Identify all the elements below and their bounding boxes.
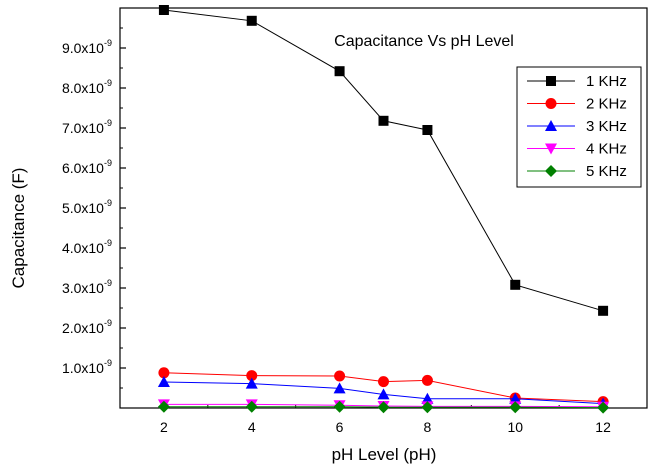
data-point [157, 376, 170, 387]
y-tick-mantissa: 1.0x10 [62, 360, 104, 376]
data-point [421, 392, 434, 404]
y-tick-exponent: -9 [104, 318, 112, 328]
y-tick-label: 8.0x10-9 [62, 78, 112, 96]
y-axis-title: Capacitance (F) [9, 168, 28, 289]
data-point [334, 370, 346, 382]
data-point [245, 400, 258, 413]
x-tick-label: 12 [595, 419, 611, 435]
y-tick-label: 6.0x10-9 [62, 158, 112, 176]
legend-marker [546, 76, 556, 86]
y-tick-exponent: -9 [104, 158, 112, 168]
legend-label: 5 KHz [586, 163, 627, 180]
data-point [158, 367, 170, 379]
data-point [333, 400, 346, 413]
series-5-khz [157, 400, 610, 414]
data-point [246, 370, 258, 382]
legend-label: 2 KHz [586, 96, 627, 113]
y-tick-mantissa: 4.0x10 [62, 240, 104, 256]
series-layer [157, 5, 610, 414]
legend-box [516, 66, 642, 188]
data-point [509, 392, 522, 404]
y-tick-label: 2.0x10-9 [62, 318, 112, 336]
y-tick-label: 4.0x10-9 [62, 238, 112, 256]
x-tick-label: 4 [248, 419, 256, 435]
x-tick-label: 2 [160, 419, 168, 435]
legend-label: 3 KHz [586, 118, 627, 135]
data-point [597, 401, 610, 414]
y-tick-mantissa: 6.0x10 [62, 160, 104, 176]
y-tick-label: 7.0x10-9 [62, 118, 112, 136]
y-tick-label: 9.0x10-9 [62, 38, 112, 56]
y-tick-exponent: -9 [104, 38, 112, 48]
legend: 1 KHz 2 KHz 3 KHz 4 KHz 5 KHz [516, 66, 642, 188]
y-tick-mantissa: 3.0x10 [62, 280, 104, 296]
data-point [377, 401, 390, 414]
data-point [334, 66, 345, 77]
series-1-khz [158, 5, 609, 316]
y-tick-exponent: -9 [104, 198, 112, 208]
legend-marker [545, 98, 557, 109]
data-point [246, 15, 257, 26]
y-tick-mantissa: 9.0x10 [62, 40, 104, 56]
y-tick-label: 1.0x10-9 [62, 358, 112, 376]
data-point [157, 400, 170, 413]
data-point [333, 382, 346, 394]
y-tick-label: 3.0x10-9 [62, 278, 112, 296]
chart-title: Capacitance Vs pH Level [334, 33, 514, 50]
data-point [245, 377, 258, 389]
data-point [158, 5, 169, 15]
y-tick-exponent: -9 [104, 238, 112, 248]
data-point [377, 388, 390, 400]
x-axis-title: pH Level (pH) [332, 445, 437, 464]
y-tick-mantissa: 7.0x10 [62, 120, 104, 136]
y-tick-exponent: -9 [104, 78, 112, 88]
legend-marker [545, 120, 557, 131]
legend-marker [545, 143, 557, 155]
y-tick-mantissa: 8.0x10 [62, 80, 104, 96]
data-point [421, 374, 433, 386]
data-point [378, 115, 389, 126]
y-tick-mantissa: 2.0x10 [62, 320, 104, 336]
legend-label: 4 KHz [586, 141, 627, 158]
y-tick-exponent: -9 [104, 118, 112, 128]
x-tick-label: 10 [507, 419, 523, 435]
data-point [422, 125, 433, 135]
y-tick-label: 5.0x10-9 [62, 198, 112, 216]
legend-marker [545, 165, 557, 177]
data-point [378, 376, 389, 388]
data-point [598, 305, 609, 316]
data-point [421, 401, 434, 414]
y-tick-mantissa: 5.0x10 [62, 200, 104, 216]
data-point [510, 279, 521, 290]
x-tick-label: 6 [336, 419, 344, 435]
y-tick-exponent: -9 [104, 278, 112, 288]
y-tick-exponent: -9 [104, 358, 112, 368]
data-point [509, 401, 522, 414]
y-axis: 1.0x10-92.0x10-93.0x10-94.0x10-95.0x10-9… [62, 27, 126, 389]
series-3-khz [157, 376, 610, 409]
x-tick-label: 8 [424, 419, 432, 435]
legend-label: 1 KHz [586, 73, 627, 90]
